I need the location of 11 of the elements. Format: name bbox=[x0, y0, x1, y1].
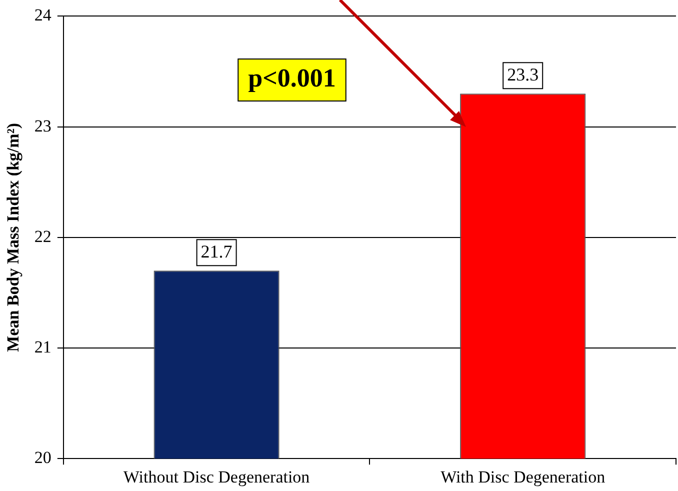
y-tick-label: 24 bbox=[34, 6, 52, 25]
y-axis-title: Mean Body Mass Index (kg/m²) bbox=[4, 122, 23, 352]
data-label: 21.7 bbox=[200, 241, 232, 262]
x-tick-label: Without Disc Degeneration bbox=[123, 467, 310, 486]
annotation: p<0.001 bbox=[248, 64, 336, 93]
data-label: 23.3 bbox=[507, 64, 539, 84]
y-tick-label: 22 bbox=[34, 226, 52, 246]
y-tick-label: 21 bbox=[34, 337, 52, 356]
y-tick-label: 23 bbox=[34, 116, 52, 136]
y-tick-label: 20 bbox=[34, 448, 52, 468]
x-tick-label: With Disc Degeneration bbox=[440, 467, 606, 486]
